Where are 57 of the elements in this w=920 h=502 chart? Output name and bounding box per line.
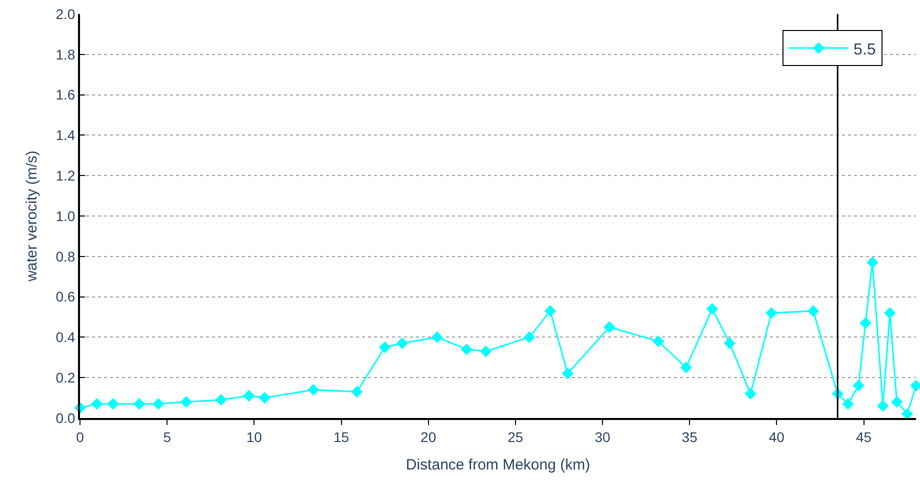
x-tick-label: 0 xyxy=(76,428,84,445)
x-tick-label: 35 xyxy=(682,428,698,445)
point xyxy=(91,398,103,410)
point xyxy=(866,256,878,268)
point xyxy=(544,305,556,317)
point xyxy=(258,392,270,404)
y-tick-label: 1.4 xyxy=(56,127,76,144)
y-tick-label: 0.2 xyxy=(56,370,76,386)
y-tick-label: 0.0 xyxy=(56,410,76,426)
point xyxy=(460,343,472,356)
y-tick-label: 1.2 xyxy=(56,168,76,184)
point xyxy=(180,396,192,408)
point xyxy=(890,396,903,408)
point xyxy=(706,303,718,315)
point xyxy=(860,317,872,329)
point xyxy=(524,331,536,344)
x-axis-title: Distance from Mekong (km) xyxy=(406,456,590,474)
point xyxy=(480,345,492,358)
point xyxy=(652,335,664,348)
point xyxy=(744,388,756,400)
x-tick-label: 30 xyxy=(594,428,610,445)
y-tick-label: 2.0 xyxy=(56,6,76,22)
point xyxy=(308,384,320,396)
x-tick-label: 5 xyxy=(163,428,172,445)
y-tick-label: 0.8 xyxy=(56,248,76,264)
point xyxy=(724,337,736,350)
x-tick-label: 45 xyxy=(856,428,872,445)
y-axis-title: water verocity (m/s) xyxy=(23,150,40,282)
point xyxy=(243,390,255,402)
point xyxy=(562,368,574,380)
y-tick-label: 0.6 xyxy=(56,288,76,305)
point xyxy=(133,398,146,410)
point xyxy=(884,307,896,319)
point xyxy=(431,331,443,344)
x-tick-label: 25 xyxy=(508,428,524,445)
point xyxy=(852,380,864,392)
point xyxy=(396,337,408,350)
point xyxy=(215,394,227,406)
point xyxy=(351,386,363,398)
x-tick-label: 20 xyxy=(420,428,436,445)
x-tick-label: 15 xyxy=(333,428,350,445)
point xyxy=(807,305,820,317)
point xyxy=(604,321,616,333)
legend-label: 5.5 xyxy=(854,41,876,58)
x-tick-label: 10 xyxy=(246,428,262,445)
y-tick-label: 0.4 xyxy=(56,329,76,346)
point xyxy=(378,341,391,354)
y-tick-label: 1.6 xyxy=(56,86,76,103)
point xyxy=(107,398,119,410)
y-tick-label: 1.0 xyxy=(56,208,76,224)
point xyxy=(842,398,854,410)
point xyxy=(766,307,778,319)
x-tick-label: 40 xyxy=(768,428,785,445)
point xyxy=(877,400,889,412)
point xyxy=(152,398,164,410)
y-tick-label: 1.8 xyxy=(56,46,76,62)
point xyxy=(680,362,692,374)
